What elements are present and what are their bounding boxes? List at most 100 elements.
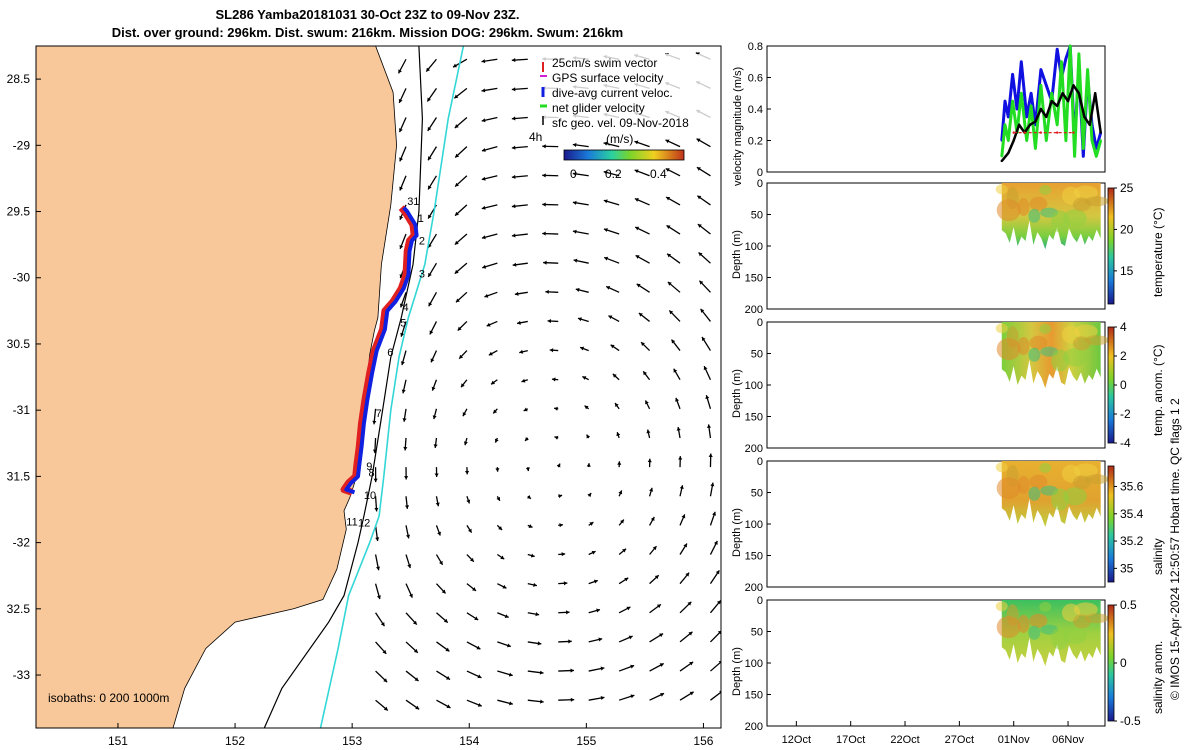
velocity-point <box>1077 92 1081 95</box>
velocity-series <box>1000 44 1103 163</box>
velocity-point <box>1055 104 1059 108</box>
current-arrow-head <box>676 426 681 431</box>
current-arrow-head <box>399 186 404 191</box>
velocity-point <box>1039 131 1043 134</box>
velocity-point <box>1090 139 1094 142</box>
current-arrow-head <box>445 647 450 652</box>
current-arrow <box>405 612 418 626</box>
time-tick-label: 17Oct <box>836 734 865 746</box>
current-arrow <box>572 229 589 235</box>
current-arrow-head <box>414 677 419 681</box>
current-arrow <box>679 514 686 526</box>
velocity-point <box>1000 159 1003 163</box>
current-arrow <box>374 583 381 600</box>
current-arrow-head <box>399 215 404 220</box>
profile-colorbar <box>1107 326 1115 444</box>
depth-tick-label: 150 <box>745 273 763 285</box>
current-arrow-head <box>700 308 705 313</box>
current-arrow-head <box>514 291 519 296</box>
velocity-point <box>1060 60 1063 63</box>
current-arrow <box>426 88 437 102</box>
day-label: 8 <box>369 467 375 479</box>
current-arrow <box>527 612 540 617</box>
profile-panel-temperature: 0 50 100 150 200 Depth (m) 25 20 15 temperature (… <box>731 178 1165 316</box>
current-arrow <box>587 492 592 498</box>
time-tick-label: 22Oct <box>890 734 919 746</box>
profile-panel-salinity: 0 50 100 150 200 Depth (m) 35.6 35.4 35.2 35 salin… <box>731 456 1165 594</box>
current-arrow-head <box>549 348 554 353</box>
current-arrow-head <box>656 604 661 609</box>
current-arrow <box>511 233 528 238</box>
day-label: 5 <box>400 318 406 330</box>
current-arrow <box>482 262 498 269</box>
current-arrow-head <box>511 87 516 92</box>
velocity-point <box>1007 139 1010 142</box>
current-arrow-head <box>496 496 501 501</box>
current-arrow-head <box>431 386 436 391</box>
current-arrow <box>636 283 650 293</box>
current-arrow-head <box>399 274 404 279</box>
colorbar-label: salinity anom. <box>1151 641 1165 714</box>
current-arrow-head <box>603 141 608 146</box>
current-arrow <box>603 199 620 206</box>
current-arrow <box>547 318 559 324</box>
current-arrow-head <box>454 269 459 274</box>
current-arrow-head <box>533 582 537 587</box>
map-x-axis: 151 152 153 154 155 156 <box>108 723 714 748</box>
profile-patch <box>996 199 1021 222</box>
profile-patch <box>996 338 1021 361</box>
current-arrow-head <box>399 244 404 249</box>
current-arrow <box>511 145 528 150</box>
profile-patch <box>1039 462 1052 473</box>
current-arrow <box>466 496 471 504</box>
depth-tick-label: 150 <box>745 412 763 424</box>
current-arrow-head <box>434 473 439 477</box>
current-arrow-head <box>575 287 580 292</box>
current-arrow-head <box>399 157 404 162</box>
time-x-axis: 12Oct 17Oct 22Oct 27Oct 01Nov 06Nov <box>782 721 1084 746</box>
map-colorbar: (m/s) 0 0.2 0.4 <box>563 132 685 181</box>
velocity-point <box>1028 123 1032 126</box>
current-arrow <box>665 196 681 206</box>
velocity-point <box>1045 84 1048 87</box>
current-arrow-head <box>481 235 486 240</box>
current-arrow-head <box>426 67 431 72</box>
map-colorbar-label: (m/s) <box>606 132 633 146</box>
time-tick-label: 12Oct <box>782 734 811 746</box>
velocity-point <box>1095 155 1098 158</box>
current-arrow-head <box>561 552 566 557</box>
current-arrow-head <box>617 461 622 465</box>
current-arrow <box>495 467 500 472</box>
map-colorbar-tick-2: 0.4 <box>650 167 667 181</box>
profile-patch <box>996 616 1021 639</box>
day-label: 31 <box>407 196 419 208</box>
current-arrow-head <box>404 476 409 480</box>
current-arrow-head <box>383 678 388 683</box>
colorbar-tick-label: -0.5 <box>1120 714 1141 728</box>
current-arrow-head <box>689 661 694 666</box>
current-arrow-head <box>610 344 615 349</box>
current-arrow <box>405 583 413 598</box>
profile-patch <box>1072 614 1091 629</box>
velocity-point <box>1050 92 1053 95</box>
velocity-point <box>1050 99 1053 103</box>
current-arrow-head <box>615 403 619 408</box>
current-arrow <box>465 467 470 475</box>
current-arrow-head <box>409 593 413 598</box>
current-arrow <box>603 170 620 177</box>
current-arrow-head <box>508 672 513 677</box>
current-arrow-head <box>589 522 594 526</box>
current-arrow <box>572 142 589 148</box>
colorbar-tick-label: -4 <box>1120 436 1131 450</box>
current-arrow-head <box>462 412 467 417</box>
velocity-tick-label: 0.2 <box>748 136 763 148</box>
profile-panel-sal_anom: 0 50 100 150 200 Depth (m) 0.5 0 -0.5 salinity an… <box>731 595 1165 733</box>
current-arrow-head <box>521 378 526 383</box>
current-arrow-head <box>428 272 432 277</box>
current-arrow <box>618 694 635 701</box>
current-arrow-head <box>476 645 481 650</box>
current-arrow <box>556 463 561 468</box>
current-arrow <box>586 463 591 468</box>
current-arrow <box>709 540 718 555</box>
current-arrow-head <box>481 176 486 181</box>
